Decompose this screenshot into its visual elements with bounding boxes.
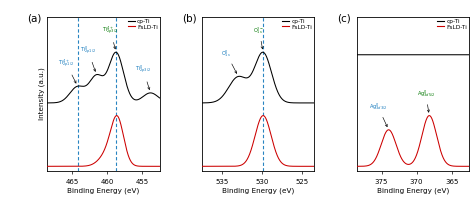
X-axis label: Binding Energy (eV): Binding Energy (eV) (222, 188, 294, 194)
X-axis label: Binding Energy (eV): Binding Energy (eV) (377, 188, 449, 194)
Legend: cp-Ti, FsLD-Ti: cp-Ti, FsLD-Ti (437, 18, 468, 30)
Text: O$^{0}_{1s}$: O$^{0}_{1s}$ (221, 48, 237, 73)
Text: (c): (c) (337, 14, 351, 24)
Text: Ti$^{4+}_{2p3/2}$: Ti$^{4+}_{2p3/2}$ (102, 25, 118, 49)
Text: Ti$^{4+}_{2p1/2}$: Ti$^{4+}_{2p1/2}$ (58, 58, 76, 83)
Text: (a): (a) (27, 14, 42, 24)
Text: Ag$^{0}_{3d5/2}$: Ag$^{0}_{3d5/2}$ (417, 89, 435, 112)
Text: Ti$^{0}_{2p3/2}$: Ti$^{0}_{2p3/2}$ (136, 64, 152, 90)
Text: Ag$^{0}_{3d3/2}$: Ag$^{0}_{3d3/2}$ (369, 102, 387, 127)
Y-axis label: Intensity (a.u.): Intensity (a.u.) (38, 68, 45, 120)
Text: O$^{2-}_{1s}$: O$^{2-}_{1s}$ (254, 25, 265, 49)
X-axis label: Binding Energy (eV): Binding Energy (eV) (67, 188, 140, 194)
Legend: cp-Ti, FsLD-Ti: cp-Ti, FsLD-Ti (282, 18, 313, 30)
Text: (b): (b) (182, 14, 197, 24)
Text: Ti$^{0}_{2p1/2}$: Ti$^{0}_{2p1/2}$ (80, 45, 96, 71)
Legend: cp-Ti, FsLD-Ti: cp-Ti, FsLD-Ti (127, 18, 158, 30)
